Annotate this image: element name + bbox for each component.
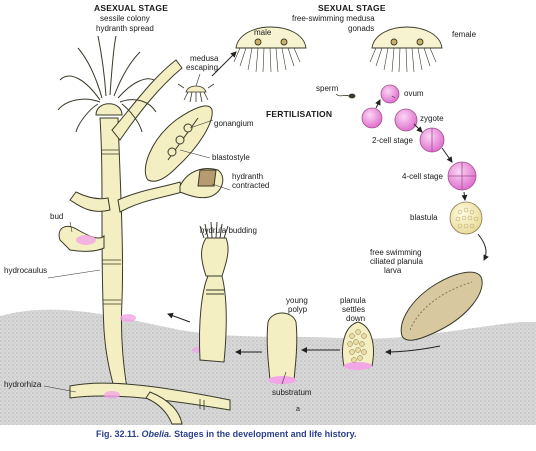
planula-settled <box>342 321 374 370</box>
hydranth-contracted <box>179 168 224 199</box>
four-cell-stage-shape <box>447 161 477 191</box>
caption-text: Stages in the development and life histo… <box>174 429 357 439</box>
substratum-label: substratum <box>272 388 312 397</box>
ciliated-planula-label: ciliated planula <box>370 257 423 266</box>
medusa-label: medusa <box>190 54 219 63</box>
zygote-shape <box>394 108 418 132</box>
settles-label: settles <box>342 305 366 314</box>
caption-genus: Obelia. <box>141 429 172 439</box>
hydrula-budding-label: hydrula budding <box>200 226 257 235</box>
two-cell-stage-label: 2-cell stage <box>372 136 413 145</box>
sexual-stage-title: SEXUAL STAGE <box>318 3 386 13</box>
stalk-rings <box>101 149 205 410</box>
sperm-label: sperm <box>316 84 339 93</box>
fertilisation-label: FERTILISATION <box>266 109 333 119</box>
sessile-colony-label: sessile colony <box>100 14 150 23</box>
zygote-label: zygote <box>420 114 444 123</box>
figure-caption: Fig. 32.11. Obelia. Stages in the develo… <box>96 429 356 439</box>
four-cell-stage-label: 4-cell stage <box>402 172 443 181</box>
a-mark-label: a <box>296 406 300 413</box>
female-label: female <box>452 30 477 39</box>
hydranth-label: hydranth <box>232 172 264 181</box>
cycle-arrows <box>167 51 489 355</box>
hydrula-budding <box>198 221 229 363</box>
free-swimming-medusa-label: free-swimming medusa <box>292 14 375 23</box>
ovum-label: ovum <box>404 89 424 98</box>
down-label: down <box>346 314 366 323</box>
sperm-shape <box>335 93 356 99</box>
leader-lines <box>43 73 396 393</box>
escaping-label: escaping <box>186 63 219 72</box>
hydranth-spread <box>57 35 157 133</box>
young-label: young <box>286 296 308 305</box>
hydrocaulus-label: hydrocaulus <box>4 266 48 275</box>
polyp-label: polyp <box>288 305 308 314</box>
hydrorhiza-label: hydrorhiza <box>4 380 42 389</box>
caption-fig-number: Fig. 32.11. <box>96 429 140 439</box>
larva-label: larva <box>384 266 402 275</box>
gonangium-shape <box>144 105 213 182</box>
ovum-shape <box>380 84 400 104</box>
asexual-stage-title: ASEXUAL STAGE <box>94 3 169 13</box>
blastostyle-label: blastostyle <box>212 153 250 162</box>
blastula-label: blastula <box>410 213 438 222</box>
gonads-label: gonads <box>348 24 375 33</box>
bud-label: bud <box>50 212 64 221</box>
hydranth-spread-label: hydranth spread <box>96 24 154 33</box>
young-polyp <box>266 312 298 384</box>
escaping-medusa <box>177 83 215 103</box>
free-swimming-label: free swimming <box>370 248 422 257</box>
planula-label: planula <box>340 296 366 305</box>
female-medusa <box>369 26 443 73</box>
planula-larva <box>400 271 483 341</box>
gonangium-label: gonangium <box>214 119 254 128</box>
contracted-label: contracted <box>232 181 270 190</box>
fertilised-egg-shape <box>361 107 383 129</box>
two-cell-stage-shape <box>419 127 445 153</box>
male-label: male <box>254 28 272 37</box>
male-medusa <box>233 26 307 73</box>
